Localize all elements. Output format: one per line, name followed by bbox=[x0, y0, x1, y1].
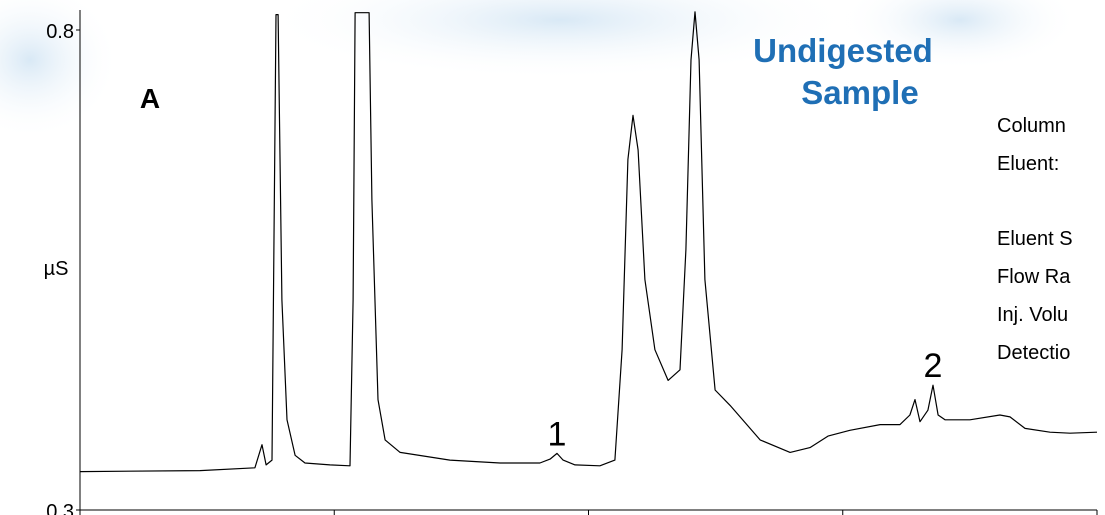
y-tick-label: 0.8 bbox=[46, 21, 74, 43]
background-decor bbox=[0, 0, 1080, 140]
y-tick-label: 0.3 bbox=[46, 501, 74, 515]
y-axis-label: µS bbox=[44, 258, 69, 280]
side-text-line: Flow Ra bbox=[997, 266, 1071, 288]
side-text-line: Column bbox=[997, 115, 1066, 137]
peak-label: 2 bbox=[924, 347, 943, 385]
side-text-line: Eluent: bbox=[997, 153, 1059, 175]
peak-label: 1 bbox=[548, 415, 567, 453]
chart: A µS UndigestedSample Column Eluent: Eluen… bbox=[0, 0, 1105, 515]
trace-line bbox=[80, 12, 1097, 472]
side-text: Column Eluent: Eluent S Flow Ra Inj. Volu Det… bbox=[997, 115, 1073, 364]
panel-label: A bbox=[140, 83, 160, 114]
side-text-line: Inj. Volu bbox=[997, 304, 1068, 326]
page: A µS UndigestedSample Column Eluent: Eluen… bbox=[0, 0, 1105, 515]
side-text-line: Detectio bbox=[997, 342, 1070, 364]
side-text-line: Eluent S bbox=[997, 228, 1073, 250]
